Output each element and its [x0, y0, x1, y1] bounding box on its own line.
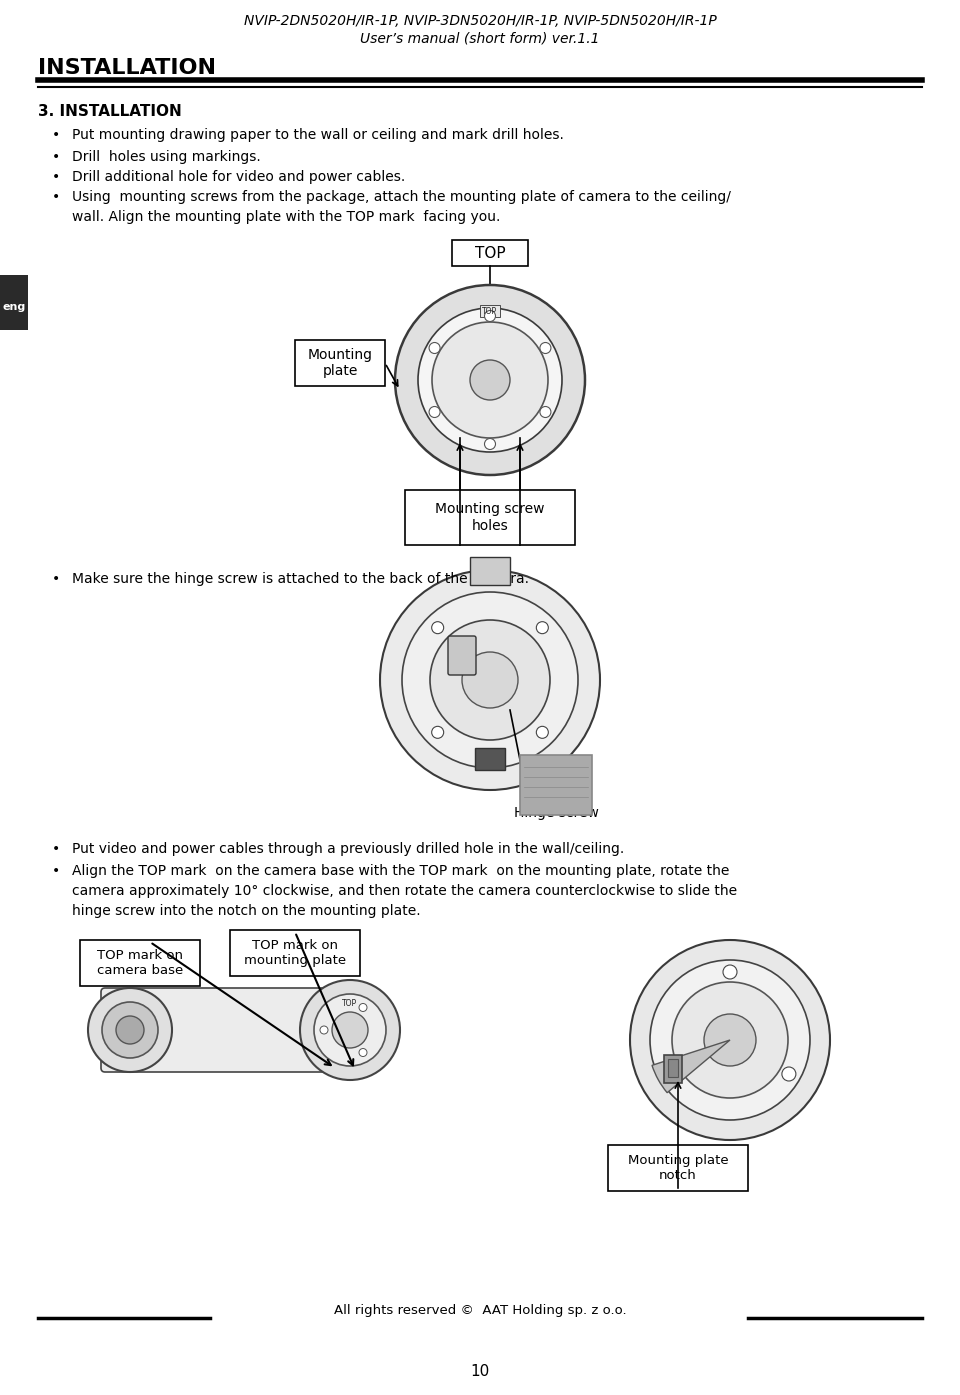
FancyBboxPatch shape: [448, 636, 476, 675]
Circle shape: [429, 343, 440, 353]
FancyBboxPatch shape: [664, 1055, 682, 1083]
Circle shape: [485, 438, 495, 449]
Circle shape: [540, 343, 551, 353]
FancyBboxPatch shape: [452, 240, 528, 266]
FancyBboxPatch shape: [470, 557, 510, 585]
Text: Put video and power cables through a previously drilled hole in the wall/ceiling: Put video and power cables through a pre…: [72, 843, 624, 857]
FancyBboxPatch shape: [520, 755, 592, 815]
Text: TOP: TOP: [343, 999, 357, 1009]
Text: NVIP-2DN5020H/IR-1P, NVIP-3DN5020H/IR-1P, NVIP-5DN5020H/IR-1P: NVIP-2DN5020H/IR-1P, NVIP-3DN5020H/IR-1P…: [244, 14, 716, 28]
Text: •: •: [52, 843, 60, 857]
Circle shape: [402, 591, 578, 769]
Text: All rights reserved ©  AAT Holding sp. z o.o.: All rights reserved © AAT Holding sp. z …: [334, 1304, 626, 1317]
Text: Drill  holes using markings.: Drill holes using markings.: [72, 151, 261, 165]
Circle shape: [432, 322, 548, 438]
Circle shape: [88, 988, 172, 1071]
Text: •: •: [52, 128, 60, 142]
FancyBboxPatch shape: [475, 748, 505, 770]
FancyBboxPatch shape: [668, 1059, 678, 1077]
FancyBboxPatch shape: [405, 490, 575, 545]
Circle shape: [116, 1016, 144, 1043]
Circle shape: [672, 982, 788, 1098]
Circle shape: [537, 727, 548, 738]
Text: Make sure the hinge screw is attached to the back of the camera.: Make sure the hinge screw is attached to…: [72, 572, 529, 586]
Text: 10: 10: [470, 1364, 490, 1380]
Text: Hinge screw: Hinge screw: [514, 806, 598, 820]
Circle shape: [429, 406, 440, 417]
Circle shape: [630, 940, 830, 1140]
Text: User’s manual (short form) ver.1.1: User’s manual (short form) ver.1.1: [360, 32, 600, 46]
Circle shape: [320, 1025, 328, 1034]
Circle shape: [462, 651, 518, 709]
Text: Using  mounting screws from the package, attach the mounting plate of camera to : Using mounting screws from the package, …: [72, 190, 731, 204]
Circle shape: [537, 622, 548, 633]
Text: TOP: TOP: [483, 307, 497, 317]
FancyBboxPatch shape: [480, 306, 500, 317]
Circle shape: [432, 622, 444, 633]
Text: INSTALLATION: INSTALLATION: [38, 59, 216, 78]
Text: hinge screw into the notch on the mounting plate.: hinge screw into the notch on the mounti…: [72, 904, 420, 918]
Circle shape: [300, 981, 400, 1080]
Circle shape: [781, 1067, 796, 1081]
Circle shape: [380, 571, 600, 790]
Circle shape: [540, 406, 551, 417]
Circle shape: [470, 360, 510, 400]
Text: Put mounting drawing paper to the wall or ceiling and mark drill holes.: Put mounting drawing paper to the wall o…: [72, 128, 564, 142]
Text: •: •: [52, 190, 60, 204]
Text: TOP: TOP: [474, 246, 505, 261]
Text: TOP mark on
mounting plate: TOP mark on mounting plate: [244, 939, 346, 967]
FancyBboxPatch shape: [101, 988, 349, 1071]
Circle shape: [664, 1067, 678, 1081]
Wedge shape: [652, 1041, 730, 1092]
Circle shape: [395, 285, 585, 476]
Text: Mounting plate
notch: Mounting plate notch: [628, 1154, 729, 1182]
Circle shape: [430, 619, 550, 739]
Circle shape: [359, 1049, 367, 1056]
Text: camera approximately 10° clockwise, and then rotate the camera counterclockwise : camera approximately 10° clockwise, and …: [72, 884, 737, 898]
Circle shape: [102, 1002, 158, 1057]
Circle shape: [332, 1011, 368, 1048]
Text: Mounting
plate: Mounting plate: [307, 347, 372, 378]
Text: •: •: [52, 864, 60, 877]
FancyBboxPatch shape: [80, 940, 200, 986]
Text: wall. Align the mounting plate with the TOP mark  facing you.: wall. Align the mounting plate with the …: [72, 211, 500, 225]
Text: Align the TOP mark  on the camera base with the TOP mark  on the mounting plate,: Align the TOP mark on the camera base wi…: [72, 864, 730, 877]
FancyBboxPatch shape: [608, 1145, 748, 1191]
Circle shape: [723, 965, 737, 979]
Circle shape: [359, 1003, 367, 1011]
Text: •: •: [52, 572, 60, 586]
Circle shape: [650, 960, 810, 1120]
Circle shape: [432, 727, 444, 738]
Text: •: •: [52, 151, 60, 165]
Circle shape: [485, 311, 495, 321]
FancyBboxPatch shape: [0, 275, 28, 331]
Text: •: •: [52, 170, 60, 184]
Text: TOP mark on
camera base: TOP mark on camera base: [97, 949, 183, 976]
Circle shape: [314, 995, 386, 1066]
Circle shape: [704, 1014, 756, 1066]
Text: Mounting screw
holes: Mounting screw holes: [435, 502, 544, 533]
FancyBboxPatch shape: [230, 930, 360, 976]
Text: Drill additional hole for video and power cables.: Drill additional hole for video and powe…: [72, 170, 405, 184]
Text: 3. INSTALLATION: 3. INSTALLATION: [38, 105, 181, 119]
FancyBboxPatch shape: [295, 340, 385, 386]
Text: eng: eng: [2, 301, 26, 312]
Circle shape: [418, 308, 562, 452]
